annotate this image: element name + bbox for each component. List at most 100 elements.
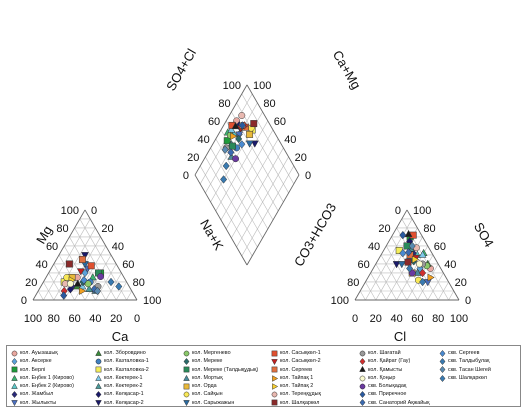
legend-label: скв. Приречное bbox=[368, 391, 407, 398]
grid-line bbox=[105, 272, 122, 301]
anion-point bbox=[405, 248, 413, 257]
anion-bottom-tick: 80 bbox=[432, 313, 444, 325]
diamond-right-tick: 20 bbox=[295, 152, 307, 164]
legend-item: кол. Еңбек 2 (Кирово) bbox=[11, 382, 97, 390]
diamond-point bbox=[246, 130, 254, 138]
grid-line bbox=[359, 290, 366, 301]
legend-column: скв. Сергеев скв. Талдыбұлақ скв. Тасан Ше… bbox=[439, 349, 520, 382]
legend-item: кол. Көктерек-2 bbox=[95, 382, 181, 390]
diamond-left-axis-label: SO4+Cl bbox=[163, 46, 199, 93]
legend-label: кол. Казталовка-1 bbox=[104, 358, 149, 365]
legend-item: кол. Казталовка-1 bbox=[95, 357, 181, 365]
anion-left-tick: 60 bbox=[358, 259, 370, 271]
diamond-point bbox=[221, 145, 229, 154]
anion-right-tick: 80 bbox=[423, 223, 435, 235]
grid-line bbox=[74, 227, 117, 301]
legend-column: кол. Зборовдино кол. Казталовка-1 кол. Каз… bbox=[95, 349, 181, 406]
anion-point bbox=[406, 264, 414, 273]
diamond-left-tick: 60 bbox=[208, 116, 220, 128]
diamond-right-tick: 80 bbox=[263, 98, 275, 110]
legend-marker bbox=[439, 357, 446, 365]
anion-point bbox=[408, 241, 416, 251]
diamond-right-tick: 40 bbox=[284, 134, 296, 146]
cation-point bbox=[65, 260, 73, 268]
legend-item: кол. Қайрат (Гау) bbox=[359, 357, 445, 365]
legend-item: скв. Тасан Шегей bbox=[439, 366, 520, 374]
legend-marker-icon bbox=[359, 375, 366, 381]
anion-left-tick: 80 bbox=[347, 277, 359, 289]
anion-bottom-tick: 0 bbox=[352, 313, 358, 325]
legend-marker-icon bbox=[11, 400, 18, 406]
legend-marker-icon bbox=[271, 391, 278, 398]
legend-marker-icon bbox=[183, 366, 190, 373]
cation-right-tick: 100 bbox=[143, 295, 161, 307]
cation-left-tick: 40 bbox=[36, 259, 48, 271]
legend-marker bbox=[359, 391, 366, 399]
legend-marker-icon bbox=[11, 357, 18, 365]
legend-label: кол. Мереке (Талдықұдық) bbox=[192, 366, 259, 373]
anion-bottom-axis-label: Cl bbox=[394, 329, 406, 344]
diamond-point bbox=[238, 112, 246, 119]
cation-point bbox=[66, 284, 74, 294]
legend-marker-icon bbox=[183, 357, 190, 365]
legend-marker-icon bbox=[271, 400, 278, 406]
legend-item: кол. Жамбыл bbox=[11, 390, 97, 399]
legend-marker bbox=[183, 383, 190, 390]
legend-column: кол. Шағатай кол. Қайрат (Гау) кол. Қамыст… bbox=[359, 349, 445, 406]
anion-point bbox=[419, 268, 427, 278]
axis-line bbox=[246, 84, 300, 176]
diamond-right-tick: 100 bbox=[253, 80, 271, 92]
legend-marker-icon bbox=[359, 350, 366, 356]
legend-label: кол. Сасықкөл-1 bbox=[280, 350, 321, 356]
legend-marker bbox=[11, 350, 18, 356]
legend-item: кол. Көктерек-1 bbox=[95, 374, 181, 382]
legend-item: кол. Мергенево bbox=[183, 349, 269, 357]
legend-marker-icon bbox=[11, 366, 18, 373]
legend-marker-icon bbox=[439, 366, 446, 374]
legend-item: скв. Сергеев bbox=[439, 349, 520, 357]
legend-marker bbox=[183, 366, 190, 373]
legend-label: кол. Орда bbox=[192, 383, 217, 390]
legend-item: кол. Аксерке bbox=[11, 357, 97, 365]
cation-point bbox=[93, 286, 102, 296]
legend-marker-icon bbox=[11, 350, 18, 356]
anion-bottom-tick: 20 bbox=[370, 313, 382, 325]
legend-item: скв. Болықадақ bbox=[359, 382, 445, 390]
legend-marker bbox=[11, 391, 18, 399]
legend-marker bbox=[183, 350, 190, 356]
legend-marker-icon bbox=[359, 357, 366, 365]
legend-label: кол. Көлқасар-1 bbox=[104, 391, 144, 398]
legend-marker bbox=[359, 375, 366, 381]
cation-bottom-tick: 20 bbox=[110, 313, 122, 325]
legend-marker-icon bbox=[359, 366, 366, 373]
cation-right-tick: 20 bbox=[101, 223, 113, 235]
cation-point bbox=[66, 280, 74, 288]
cation-bottom-tick: 40 bbox=[89, 313, 101, 325]
cation-left-tick: 20 bbox=[25, 277, 37, 289]
diamond-point bbox=[232, 155, 240, 163]
legend-item: кол. Сергеев bbox=[271, 366, 357, 374]
diamond-left-tick: 40 bbox=[198, 134, 210, 146]
legend-label: кол. Қамысты bbox=[368, 366, 403, 373]
cation-bottom-tick: 80 bbox=[48, 313, 60, 325]
legend-marker-icon bbox=[95, 374, 102, 381]
diamond-right-tick: 0 bbox=[305, 170, 311, 182]
cation-bottom-tick: 100 bbox=[24, 313, 42, 325]
cation-point bbox=[76, 268, 85, 276]
cation-point bbox=[80, 275, 88, 285]
legend-label: кол. Көктерек-1 bbox=[104, 374, 143, 381]
axis-line bbox=[354, 209, 408, 301]
legend-marker bbox=[271, 366, 278, 373]
legend-marker-icon bbox=[95, 391, 102, 399]
legend-column: кол. Сасықкөл-1 кол. Сасықкөл-2 кол. Серге… bbox=[271, 349, 357, 406]
grid-line bbox=[126, 290, 133, 301]
grid-line bbox=[448, 290, 455, 301]
anion-right-axis-label: SO4 bbox=[471, 220, 497, 250]
cation-point bbox=[107, 277, 115, 287]
anion-point bbox=[427, 273, 435, 282]
legend-marker bbox=[183, 374, 190, 381]
legend-item: кол. Зборовдино bbox=[95, 349, 181, 357]
legend-item: кол. Сасықкөл-2 bbox=[271, 357, 357, 365]
legend-marker bbox=[95, 391, 102, 399]
